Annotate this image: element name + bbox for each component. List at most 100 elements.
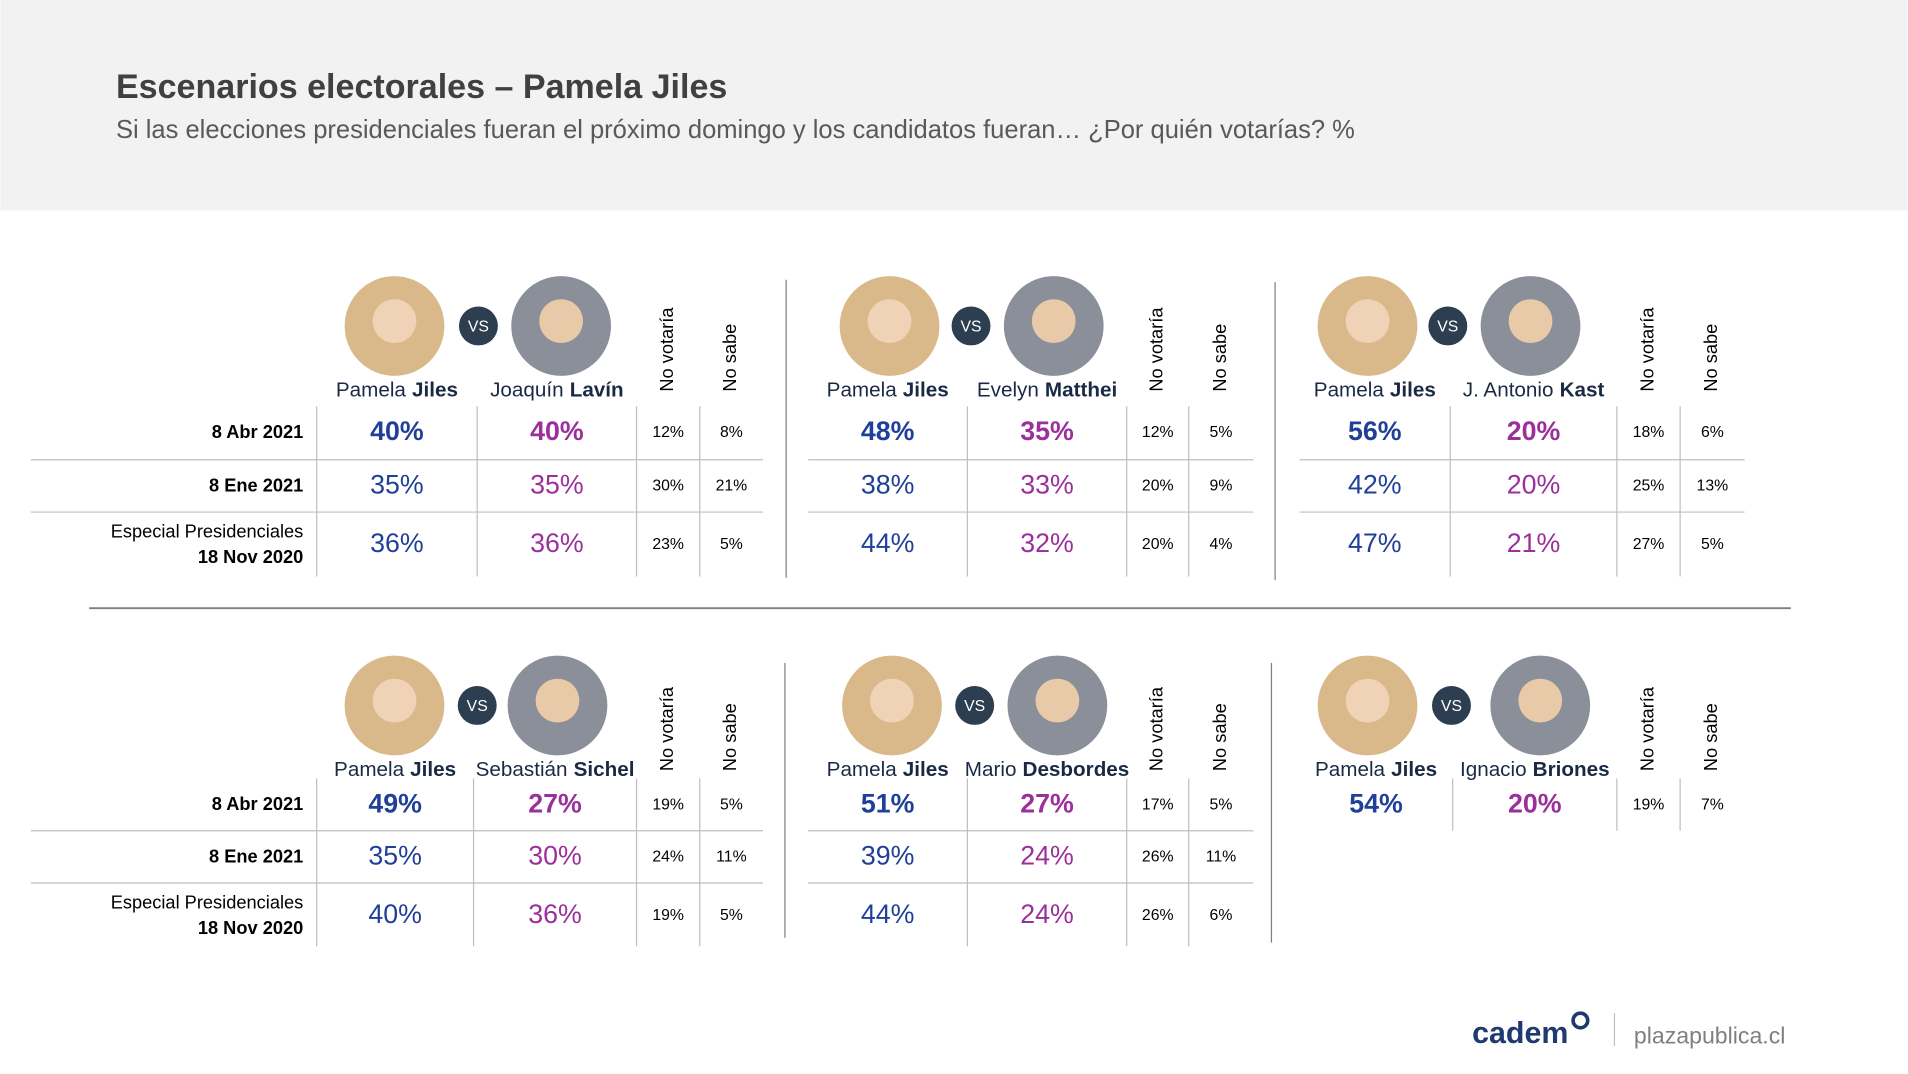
vs-badge — [458, 306, 498, 346]
candidate-name: J. Antonio Kast — [1463, 379, 1605, 402]
first-name: Mario — [965, 759, 1017, 782]
cell-value: 5% — [720, 796, 743, 813]
cell-value: 48% — [861, 416, 915, 446]
cell-value: 27% — [1020, 788, 1074, 818]
cell-value: 56% — [1348, 416, 1402, 446]
candidate-name: Pamela Jiles — [336, 379, 458, 402]
vs-label: VS — [467, 698, 488, 715]
cell-value: 12% — [1142, 424, 1174, 441]
cell-value: 27% — [1633, 536, 1665, 553]
column-header: No votaría — [656, 307, 677, 392]
cell-value: 33% — [1020, 470, 1074, 500]
cell-value: 20% — [1507, 416, 1561, 446]
cell-value: 54% — [1349, 788, 1403, 818]
photo-face — [1508, 299, 1553, 343]
photo-face — [372, 678, 417, 723]
column-header: No sabe — [1209, 703, 1230, 771]
last-name: Jiles — [1390, 379, 1436, 402]
subtitle: Si las elecciones presidenciales fueran … — [116, 116, 1355, 144]
column-header: No votaría — [656, 686, 677, 771]
cell-value: 27% — [528, 788, 582, 818]
last-name: Jiles — [410, 759, 456, 782]
cell-value: 36% — [528, 899, 582, 929]
last-name: Jiles — [1391, 759, 1437, 782]
first-name: Ignacio — [1460, 759, 1527, 782]
cell-value: 9% — [1210, 478, 1233, 495]
first-name: Joaquín — [490, 379, 564, 402]
last-name: Desbordes — [1023, 759, 1130, 782]
candidate-name: Evelyn Matthei — [977, 379, 1117, 402]
row-label: 18 Nov 2020 — [198, 917, 303, 938]
cell-value: 5% — [720, 907, 743, 924]
vs-badge — [1432, 685, 1471, 725]
candidate-name: Joaquín Lavín — [490, 379, 624, 402]
cell-value: 5% — [1210, 424, 1233, 441]
first-name: Pamela — [336, 379, 407, 402]
cell-value: 11% — [1206, 849, 1236, 866]
first-name: Evelyn — [977, 379, 1039, 402]
photo-face — [1345, 299, 1390, 343]
cell-value: 26% — [1142, 849, 1174, 866]
row-label: Especial Presidenciales — [111, 892, 304, 913]
cell-value: 6% — [1701, 424, 1724, 441]
cell-value: 40% — [370, 416, 424, 446]
cell-value: 30% — [528, 841, 582, 871]
row-label: 8 Ene 2021 — [209, 845, 303, 866]
cell-value: 19% — [1633, 796, 1665, 813]
cell-value: 19% — [652, 796, 684, 813]
column-header: No sabe — [719, 703, 740, 771]
first-name: J. Antonio — [1463, 379, 1554, 402]
column-header: No sabe — [1209, 324, 1230, 392]
cell-value: 5% — [1210, 796, 1233, 813]
title: Escenarios electorales – Pamela Jiles — [116, 68, 727, 106]
header-bg — [0, 0, 1908, 211]
cell-value: 20% — [1507, 470, 1561, 500]
photo-face — [1031, 299, 1076, 343]
cell-value: 51% — [861, 788, 915, 818]
cell-value: 13% — [1697, 478, 1729, 495]
cell-value: 18% — [1633, 424, 1665, 441]
first-name: Pamela — [334, 759, 405, 782]
cell-value: 40% — [368, 899, 422, 929]
row-label: 8 Abr 2021 — [212, 793, 304, 814]
first-name: Pamela — [1314, 379, 1385, 402]
candidate-name: Pamela Jiles — [1315, 759, 1437, 782]
cell-value: 42% — [1348, 470, 1402, 500]
cell-value: 12% — [652, 424, 684, 441]
first-name: Sebastián — [476, 759, 568, 782]
cell-value: 24% — [652, 849, 684, 866]
vs-label: VS — [1437, 318, 1458, 335]
vs-label: VS — [468, 318, 489, 335]
cell-value: 25% — [1633, 478, 1665, 495]
photo-face — [1035, 678, 1080, 723]
cell-value: 19% — [652, 907, 684, 924]
first-name: Pamela — [827, 759, 898, 782]
last-name: Jiles — [903, 759, 949, 782]
column-header: No sabe — [1700, 703, 1721, 771]
cell-value: 5% — [1701, 536, 1724, 553]
cell-value: 20% — [1142, 536, 1174, 553]
last-name: Jiles — [903, 379, 949, 402]
cell-value: 23% — [652, 536, 684, 553]
candidate-name: Ignacio Briones — [1460, 759, 1610, 782]
cell-value: 21% — [1507, 528, 1561, 558]
column-header: No votaría — [1146, 686, 1167, 771]
cell-value: 40% — [530, 416, 584, 446]
candidate-name: Pamela Jiles — [827, 759, 949, 782]
cell-value: 36% — [530, 528, 584, 558]
cell-value: 8% — [720, 424, 743, 441]
cell-value: 5% — [720, 536, 743, 553]
cell-value: 49% — [368, 788, 422, 818]
vs-badge — [955, 685, 995, 725]
last-name: Matthei — [1045, 379, 1117, 402]
cell-value: 35% — [368, 841, 422, 871]
column-header: No votaría — [1636, 686, 1657, 771]
first-name: Pamela — [827, 379, 898, 402]
vs-badge — [457, 685, 497, 725]
cell-value: 36% — [370, 528, 424, 558]
cell-value: 6% — [1210, 907, 1233, 924]
candidate-name: Sebastián Sichel — [476, 759, 635, 782]
vs-badge — [1428, 306, 1468, 346]
cell-value: 32% — [1020, 528, 1074, 558]
